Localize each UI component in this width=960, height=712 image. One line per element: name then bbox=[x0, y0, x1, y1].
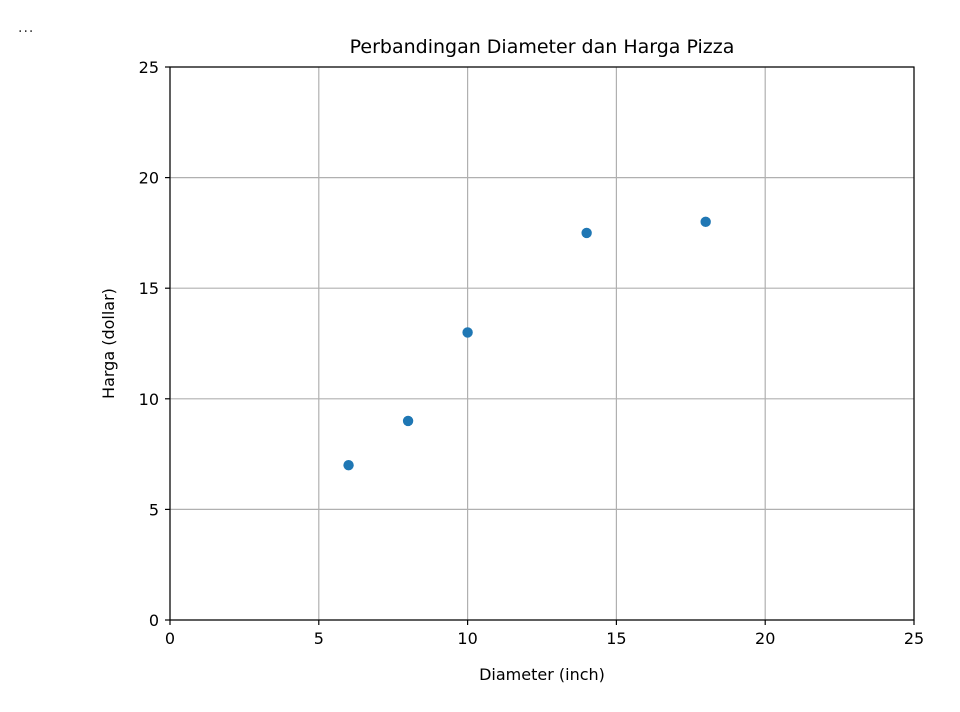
y-tick-label: 20 bbox=[139, 169, 159, 188]
data-point bbox=[700, 216, 711, 228]
x-tick-label: 15 bbox=[606, 629, 626, 648]
axis-ticks: 0 5 10 15 20 25 0 5 10 15 20 25 bbox=[139, 58, 925, 648]
data-points bbox=[343, 216, 711, 471]
y-tick-label: 25 bbox=[139, 58, 159, 77]
y-tick-label: 10 bbox=[139, 390, 159, 409]
cell-output-ellipsis[interactable]: ... bbox=[18, 20, 35, 36]
x-tick-label: 25 bbox=[904, 629, 924, 648]
data-point bbox=[343, 459, 354, 471]
data-point bbox=[462, 327, 473, 338]
grid-lines bbox=[169, 66, 915, 621]
x-tick-label: 5 bbox=[314, 629, 324, 648]
chart-title: Perbandingan Diameter dan Harga Pizza bbox=[350, 36, 735, 58]
plot-frame bbox=[169, 66, 915, 621]
x-tick-label: 0 bbox=[165, 629, 175, 648]
y-tick-label: 0 bbox=[149, 611, 159, 630]
y-tick-label: 15 bbox=[139, 279, 159, 298]
y-tick-label: 5 bbox=[149, 500, 159, 519]
x-tick-label: 20 bbox=[755, 629, 775, 648]
data-point bbox=[581, 227, 592, 239]
y-axis-label: Harga (dollar) bbox=[99, 288, 118, 399]
x-axis-label: Diameter (inch) bbox=[479, 665, 605, 684]
x-tick-label: 10 bbox=[457, 629, 477, 648]
data-point bbox=[402, 415, 414, 427]
